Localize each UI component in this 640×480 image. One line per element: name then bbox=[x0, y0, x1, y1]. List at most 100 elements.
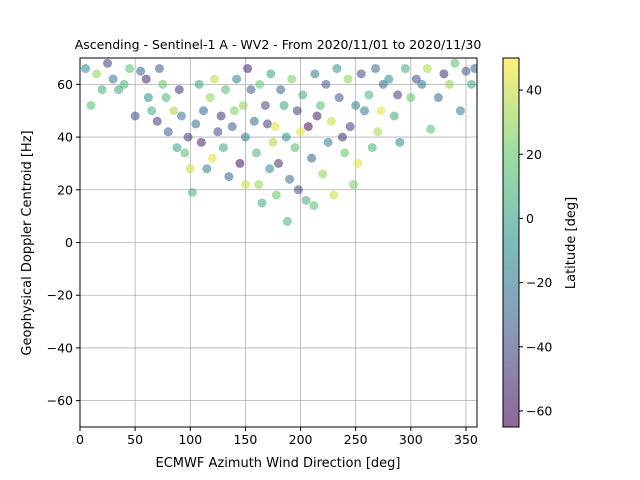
data-point bbox=[455, 106, 465, 116]
data-point bbox=[292, 106, 302, 116]
data-point bbox=[154, 64, 164, 74]
data-point bbox=[143, 93, 153, 103]
data-point bbox=[318, 169, 328, 179]
data-point bbox=[281, 132, 291, 142]
data-point bbox=[235, 158, 245, 168]
data-point bbox=[444, 79, 454, 89]
data-point bbox=[141, 74, 151, 84]
data-point bbox=[163, 127, 173, 137]
data-point bbox=[293, 185, 303, 195]
data-point bbox=[287, 74, 297, 84]
data-point bbox=[114, 85, 124, 95]
colorbar-tick-label: 40 bbox=[526, 83, 542, 98]
data-point bbox=[147, 106, 157, 116]
data-point bbox=[332, 64, 342, 74]
x-tick-label: 350 bbox=[454, 432, 478, 447]
data-point bbox=[406, 93, 416, 103]
data-point bbox=[417, 79, 427, 89]
x-tick-label: 150 bbox=[233, 432, 257, 447]
data-point bbox=[348, 180, 358, 190]
data-point bbox=[249, 116, 259, 126]
data-point bbox=[307, 153, 317, 163]
data-point bbox=[205, 93, 215, 103]
data-point bbox=[130, 111, 140, 121]
data-point bbox=[364, 90, 374, 100]
data-point bbox=[433, 93, 443, 103]
data-point bbox=[268, 137, 278, 147]
data-point bbox=[224, 172, 234, 182]
data-point bbox=[337, 132, 347, 142]
data-point bbox=[439, 69, 449, 79]
data-point bbox=[251, 148, 261, 158]
data-point bbox=[199, 106, 209, 116]
data-point bbox=[340, 148, 350, 158]
data-point bbox=[103, 58, 113, 68]
data-point bbox=[450, 58, 460, 68]
data-point bbox=[384, 74, 394, 84]
data-point bbox=[315, 100, 325, 110]
data-point bbox=[254, 180, 264, 190]
data-point bbox=[194, 79, 204, 89]
data-point bbox=[290, 143, 300, 153]
data-point bbox=[360, 106, 370, 116]
y-tick-label: 60 bbox=[57, 77, 73, 92]
data-point bbox=[367, 143, 377, 153]
data-point bbox=[196, 137, 206, 147]
data-point bbox=[395, 137, 405, 147]
y-tick-label: −20 bbox=[47, 288, 73, 303]
data-point bbox=[136, 66, 146, 76]
data-point bbox=[285, 174, 295, 184]
x-tick-label: 300 bbox=[399, 432, 423, 447]
data-point bbox=[243, 64, 253, 74]
data-point bbox=[229, 106, 239, 116]
grid-lines bbox=[79, 58, 477, 427]
colorbar-gradient bbox=[503, 58, 519, 427]
data-point bbox=[303, 122, 313, 132]
colorbar-frame bbox=[502, 57, 520, 428]
data-point bbox=[187, 187, 197, 197]
y-tick-label: 20 bbox=[57, 182, 73, 197]
data-point bbox=[274, 158, 283, 168]
data-point bbox=[191, 119, 201, 129]
data-point bbox=[238, 100, 248, 110]
data-point bbox=[108, 74, 118, 84]
data-point bbox=[185, 164, 195, 174]
data-point bbox=[265, 164, 275, 174]
colorbar-ticks: −60 −40 −20 0 20 40 bbox=[519, 83, 552, 418]
data-point bbox=[232, 74, 242, 84]
data-point bbox=[343, 74, 353, 84]
data-point bbox=[227, 122, 237, 132]
colorbar-tick-label: −20 bbox=[526, 275, 552, 290]
data-point bbox=[218, 143, 228, 153]
x-tick-label: 100 bbox=[178, 432, 202, 447]
x-tick-label: 200 bbox=[289, 432, 313, 447]
chart-title: Ascending - Sentinel-1 A - WV2 - From 20… bbox=[75, 37, 482, 52]
data-point bbox=[262, 119, 272, 129]
data-point bbox=[92, 69, 102, 79]
data-point bbox=[323, 137, 333, 147]
data-point bbox=[221, 85, 231, 95]
data-point bbox=[246, 85, 256, 95]
y-axis-label: Geophysical Doppler Centroid [Hz] bbox=[20, 130, 35, 355]
data-point bbox=[174, 85, 184, 95]
x-tick-label: 0 bbox=[76, 432, 84, 447]
data-point bbox=[271, 190, 281, 200]
data-points bbox=[81, 58, 477, 226]
data-point bbox=[176, 111, 186, 121]
colorbar-tick-label: 20 bbox=[526, 147, 542, 162]
x-tick-label: 250 bbox=[344, 432, 368, 447]
data-point bbox=[216, 111, 226, 121]
x-tick-label: 50 bbox=[127, 432, 143, 447]
data-point bbox=[125, 64, 135, 74]
data-point bbox=[260, 100, 270, 110]
data-point bbox=[169, 106, 179, 116]
data-point bbox=[202, 164, 212, 174]
data-point bbox=[321, 79, 331, 89]
data-point bbox=[353, 158, 363, 168]
data-point bbox=[426, 124, 436, 134]
data-point bbox=[345, 122, 355, 132]
colorbar-tick-label: −40 bbox=[526, 339, 552, 354]
colorbar-tick-label: −60 bbox=[526, 403, 552, 418]
y-tick-label: 0 bbox=[65, 235, 73, 250]
